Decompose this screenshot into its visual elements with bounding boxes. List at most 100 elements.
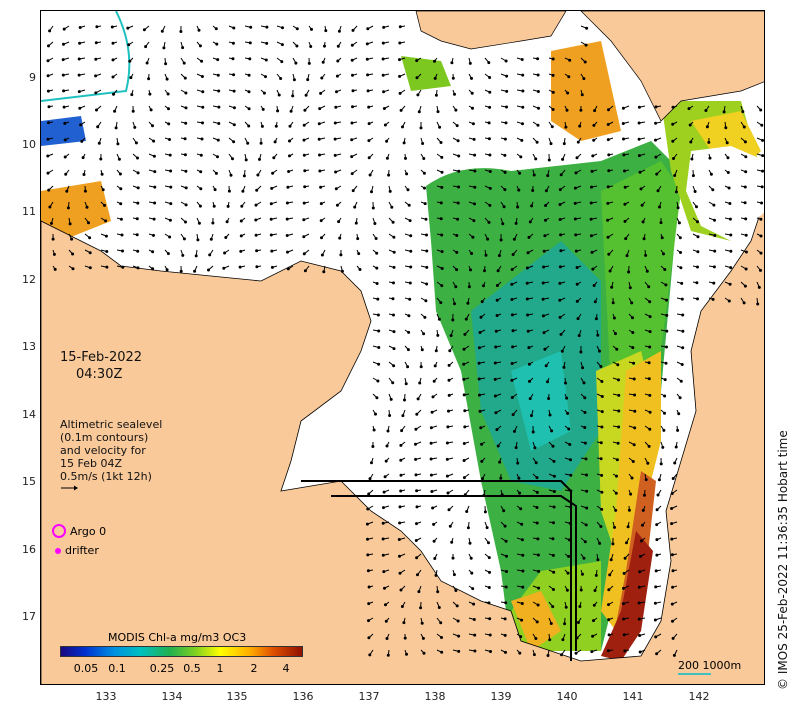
velocity-arrow-head — [113, 109, 117, 113]
velocity-arrow-head — [757, 285, 761, 289]
velocity-arrow-head — [680, 281, 684, 285]
velocity-arrow-head — [645, 269, 649, 273]
velocity-arrow-head — [335, 90, 338, 94]
velocity-arrow-head — [455, 234, 459, 237]
velocity-arrow-head — [551, 553, 555, 557]
velocity-arrow-head — [387, 173, 391, 177]
velocity-arrow-head — [214, 27, 218, 31]
velocity-arrow-head — [462, 393, 466, 397]
velocity-arrow-head — [456, 201, 460, 205]
velocity-arrow-head — [302, 153, 306, 157]
velocity-arrow-head — [726, 156, 730, 160]
velocity-arrow-head — [676, 206, 680, 210]
velocity-arrow-head — [269, 217, 273, 221]
velocity-arrow-head — [623, 185, 627, 189]
velocity-arrow-head — [488, 153, 492, 157]
velocity-arrow-head — [671, 477, 675, 480]
velocity-arrow-head — [585, 489, 589, 493]
velocity-arrow-head — [583, 396, 587, 400]
velocity-arrow-head — [677, 412, 681, 416]
velocity-arrow-head — [503, 153, 507, 157]
velocity-arrow-head — [624, 237, 628, 241]
velocity-arrow-head — [559, 233, 563, 237]
velocity-arrow-head — [223, 251, 227, 255]
velocity-arrow-head — [520, 602, 524, 605]
velocity-arrow-head — [415, 412, 419, 416]
velocity-arrow-head — [367, 636, 371, 640]
velocity-arrow-head — [637, 585, 641, 589]
velocity-arrow-head — [469, 556, 473, 560]
velocity-arrow-head — [265, 25, 269, 29]
velocity-arrow-head — [280, 60, 284, 64]
velocity-arrow-head — [582, 556, 586, 560]
velocity-arrow-head — [593, 300, 597, 304]
velocity-arrow-head — [407, 314, 411, 318]
velocity-arrow-head — [376, 313, 380, 317]
velocity-arrow-head — [479, 426, 483, 430]
velocity-arrow-head — [514, 221, 518, 225]
velocity-arrow-head — [625, 541, 628, 545]
velocity-arrow-head — [425, 249, 429, 253]
velocity-arrow-head — [399, 443, 403, 447]
velocity-arrow-head — [712, 265, 716, 269]
velocity-arrow-head — [470, 91, 474, 95]
velocity-arrow-head — [440, 155, 444, 159]
velocity-arrow-head — [585, 506, 589, 510]
velocity-arrow-head — [590, 250, 594, 254]
velocity-arrow-head — [543, 234, 547, 238]
velocity-arrow-head — [288, 154, 291, 158]
lon-tick-label: 133 — [95, 690, 117, 703]
velocity-arrow-head — [546, 654, 550, 657]
velocity-arrow-head — [225, 220, 229, 224]
velocity-arrow-head — [613, 525, 616, 529]
velocity-arrow-head — [216, 73, 220, 77]
map-panel[interactable] — [40, 10, 765, 685]
velocity-arrow-head — [367, 585, 371, 589]
velocity-arrow-head — [351, 73, 354, 77]
velocity-arrow-head — [473, 153, 477, 157]
velocity-arrow-head — [593, 589, 597, 592]
velocity-arrow-head — [674, 190, 678, 194]
velocity-arrow-head — [600, 395, 604, 398]
velocity-arrow-head — [578, 124, 582, 128]
velocity-arrow-head — [184, 220, 187, 224]
velocity-arrow-head — [541, 314, 545, 318]
velocity-arrow-head — [637, 121, 641, 125]
velocity-arrow-head — [622, 617, 626, 621]
velocity-arrow-head — [627, 270, 631, 274]
velocity-arrow-head — [212, 204, 216, 208]
velocity-arrow-head — [302, 235, 306, 239]
velocity-arrow-head — [231, 57, 235, 61]
velocity-arrow-head — [432, 379, 436, 383]
velocity-arrow-head — [552, 474, 556, 478]
velocity-arrow-head — [551, 90, 555, 94]
velocity-arrow-head — [152, 139, 156, 143]
velocity-arrow-head — [217, 105, 221, 109]
velocity-arrow-head — [537, 586, 541, 590]
velocity-arrow-head — [606, 185, 610, 189]
lat-tick-label: 12 — [22, 273, 36, 286]
velocity-arrow-head — [63, 121, 67, 125]
velocity-arrow-head — [336, 44, 340, 48]
velocity-arrow-head — [422, 171, 426, 175]
velocity-arrow-head — [112, 92, 115, 96]
velocity-arrow-head — [350, 58, 354, 62]
velocity-arrow-head — [273, 140, 277, 144]
velocity-arrow-head — [466, 301, 470, 305]
velocity-arrow-head — [552, 588, 555, 591]
velocity-arrow-head — [77, 73, 81, 77]
velocity-arrow-head — [611, 301, 615, 305]
velocity-arrow-head — [469, 268, 472, 272]
velocity-arrow-head — [193, 269, 197, 273]
velocity-arrow-head — [392, 347, 396, 351]
velocity-arrow-head — [623, 169, 626, 173]
velocity-arrow-head — [436, 590, 440, 594]
velocity-arrow-head — [99, 157, 103, 161]
velocity-arrow-head — [670, 553, 674, 557]
velocity-arrow-head — [495, 314, 499, 317]
velocity-arrow-head — [493, 377, 497, 381]
velocity-arrow-head — [383, 123, 387, 127]
velocity-arrow-head — [136, 201, 140, 205]
velocity-arrow-head — [382, 506, 385, 510]
velocity-arrow-head — [130, 93, 134, 97]
